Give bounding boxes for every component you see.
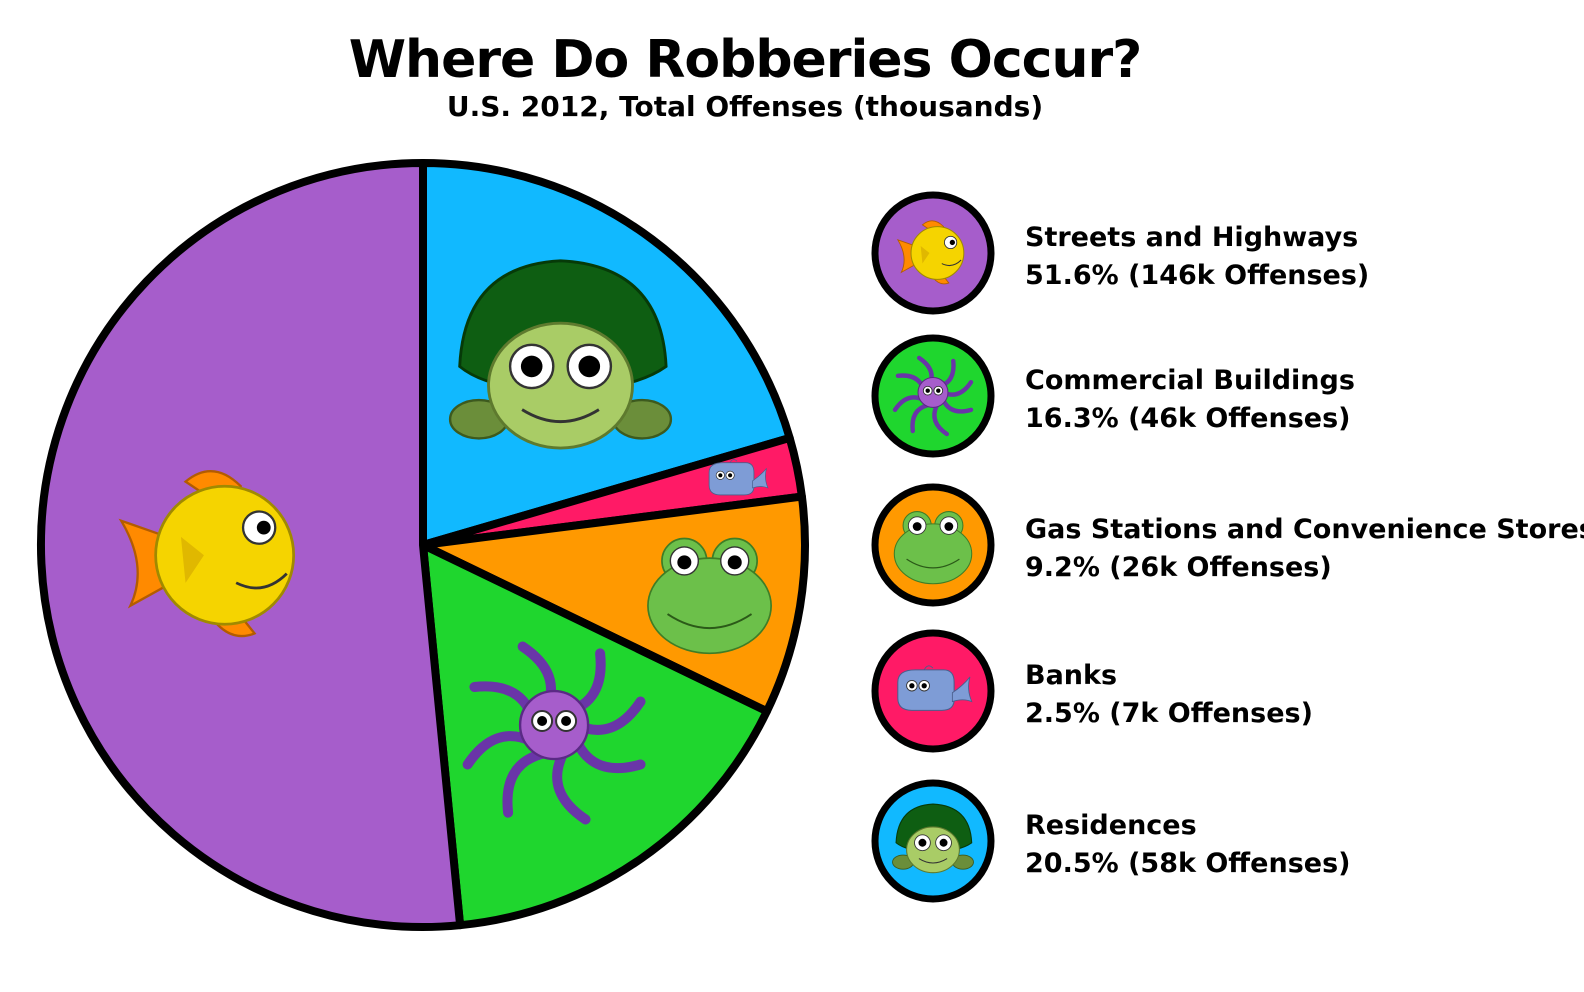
legend-label: Commercial Buildings <box>1025 365 1355 396</box>
legend-item-streets: Streets and Highways 51.6% (146k Offense… <box>870 190 1570 316</box>
pie-slice-2 <box>419 492 809 716</box>
legend-value: 9.2% (26k Offenses) <box>1025 552 1332 583</box>
chart-subtitle: U.S. 2012, Total Offenses (thousands) <box>446 90 1044 123</box>
legend-label: Residences <box>1025 810 1197 841</box>
fish-icon <box>896 220 965 285</box>
chart-title: Where Do Robberies Occur? <box>348 30 1143 90</box>
legend-value: 2.5% (7k Offenses) <box>1025 698 1313 729</box>
legend-value: 51.6% (146k Offenses) <box>1025 260 1370 291</box>
legend-label: Banks <box>1025 660 1118 691</box>
pie-chart <box>36 159 809 931</box>
legend-item-banks: Banks 2.5% (7k Offenses) <box>870 628 1570 754</box>
turtle-icon <box>892 803 974 874</box>
legend-item-commercial: Commercial Buildings 16.3% (46k Offenses… <box>870 333 1570 459</box>
legend-whale-icon <box>871 629 995 753</box>
legend-value: 16.3% (46k Offenses) <box>1025 403 1351 434</box>
legend-item-residences: Residences 20.5% (58k Offenses) <box>870 778 1570 904</box>
fish-icon <box>118 470 296 638</box>
frog-icon <box>893 511 973 585</box>
legend-label: Streets and Highways <box>1025 222 1359 253</box>
legend-item-gas: Gas Stations and Convenience Stores 9.2%… <box>870 482 1584 608</box>
whale-icon <box>708 459 769 496</box>
octopus-icon <box>462 641 646 825</box>
whale-icon <box>897 665 973 711</box>
legend-turtle-icon <box>871 779 995 903</box>
legend-fish-icon <box>871 191 995 315</box>
pie-slice-1 <box>419 541 771 930</box>
turtle-icon <box>448 259 673 450</box>
legend-frog-icon <box>871 483 995 607</box>
legend-octopus-icon <box>871 334 995 458</box>
legend-value: 20.5% (58k Offenses) <box>1025 848 1351 879</box>
frog-icon <box>647 537 772 655</box>
legend-label: Gas Stations and Convenience Stores <box>1025 514 1584 545</box>
octopus-icon <box>892 355 974 437</box>
